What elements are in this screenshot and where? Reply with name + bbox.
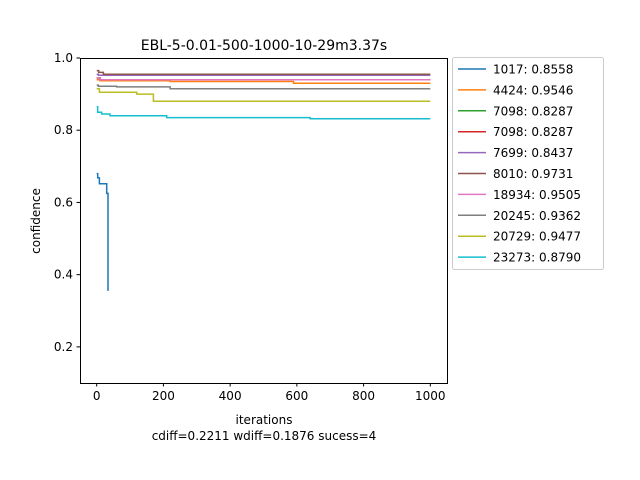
y-tick-label: 0.6 [54, 195, 73, 209]
legend-label: 18934: 0.9505 [493, 188, 581, 202]
x-axis-label: iterations [236, 413, 293, 427]
series-line-0 [96, 172, 109, 291]
legend-label: 23273: 0.8790 [493, 251, 581, 265]
legend-label: 4424: 0.9546 [493, 83, 573, 97]
legend-box [452, 57, 604, 270]
legend-label: 20729: 0.9477 [493, 230, 581, 244]
y-axis-label: confidence [29, 188, 43, 254]
x-tick-label: 1000 [415, 389, 446, 403]
chart-title: EBL-5-0.01-500-1000-10-29m3.37s [141, 38, 387, 54]
legend-label: 1017: 0.8558 [493, 63, 573, 77]
x-tick-label: 200 [152, 389, 175, 403]
legend: 1017: 0.8558 4424: 0.9546 7098: 0.8287 7098… [452, 57, 604, 270]
x-tick-label: 600 [285, 389, 308, 403]
series-line-6 [96, 77, 431, 81]
series-line-9 [96, 106, 431, 120]
plot-frame [80, 58, 448, 384]
series-line-7 [96, 84, 431, 90]
legend-label: 20245: 0.9362 [493, 209, 581, 223]
x-axis-ticks: 0 200 400 600 800 1000 [93, 383, 446, 403]
legend-label: 7098: 0.8287 [493, 125, 573, 139]
y-tick-label: 0.2 [54, 340, 73, 354]
y-tick-label: 0.8 [54, 123, 73, 137]
series-line-5 [96, 69, 431, 76]
legend-label: 8010: 0.9731 [493, 167, 573, 181]
x-tick-label: 400 [219, 389, 242, 403]
x-tick-label: 0 [93, 389, 101, 403]
x-tick-label: 800 [352, 389, 375, 403]
plot-lines [96, 69, 431, 291]
legend-label: 7699: 0.8437 [493, 146, 573, 160]
y-tick-label: 0.4 [54, 268, 73, 282]
series-line-8 [96, 87, 431, 103]
series-line-4 [96, 73, 431, 77]
y-axis-ticks: 0.2 0.4 0.6 0.8 1.0 [54, 51, 80, 354]
chart-subtitle: cdiff=0.2211 wdiff=0.1876 sucess=4 [152, 429, 377, 443]
legend-label: 7098: 0.8287 [493, 104, 573, 118]
y-tick-label: 1.0 [54, 51, 73, 65]
